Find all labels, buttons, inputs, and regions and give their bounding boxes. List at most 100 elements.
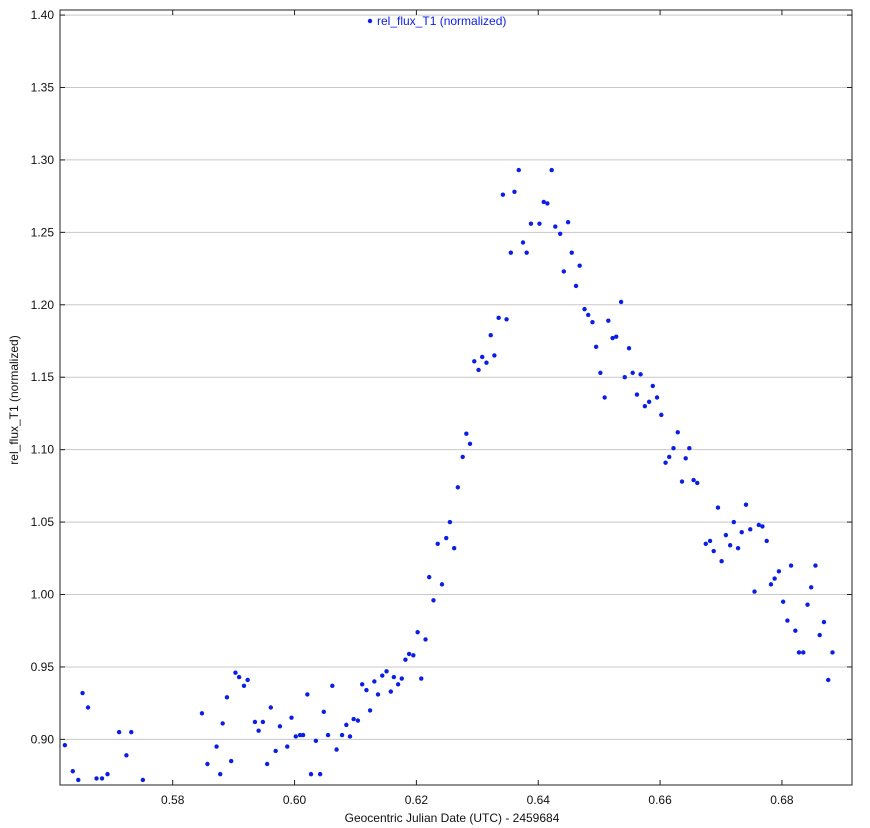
data-point — [508, 250, 514, 255]
data-point — [321, 709, 326, 715]
data-point — [313, 738, 319, 744]
data-point — [760, 524, 765, 529]
data-point — [614, 334, 619, 339]
y-tick-label: 1.40 — [31, 8, 55, 22]
data-point — [344, 722, 349, 728]
x-axis-ticks: 0.58 0.60 0.62 0.64 0.66 0.68 — [161, 10, 794, 807]
data-point — [218, 771, 223, 777]
data-point — [451, 545, 457, 551]
data-point — [268, 705, 273, 710]
legend-marker — [367, 18, 373, 24]
data-point — [663, 460, 668, 465]
data-point — [553, 224, 558, 229]
data-point — [460, 454, 465, 460]
data-point — [557, 231, 563, 237]
y-tick-label: 1.15 — [31, 370, 55, 384]
data-point — [205, 761, 210, 767]
data-point — [395, 682, 401, 687]
legend-label: rel_flux_T1 (normalized) — [377, 14, 506, 28]
data-point — [199, 711, 205, 716]
data-point — [496, 315, 501, 321]
data-point — [297, 732, 303, 738]
data-point — [479, 354, 485, 360]
data-point — [325, 732, 331, 738]
data-point — [573, 283, 579, 289]
data-point — [719, 558, 724, 564]
data-point — [116, 729, 122, 735]
data-point — [610, 335, 615, 341]
data-point — [691, 477, 696, 483]
data-point — [455, 485, 461, 490]
data-point — [233, 670, 238, 675]
data-point — [285, 744, 290, 749]
data-point — [252, 719, 258, 725]
data-point — [384, 669, 389, 674]
x-axis-title: Geocentric Julian Date (UTC) - 2459684 — [345, 811, 560, 825]
data-point — [606, 318, 611, 323]
data-point — [439, 582, 445, 587]
data-point — [308, 771, 314, 777]
data-point — [715, 505, 721, 510]
data-point — [549, 167, 554, 173]
data-point — [504, 317, 509, 322]
data-point — [236, 674, 242, 680]
data-point — [423, 637, 428, 642]
x-tick-label: 0.60 — [283, 793, 307, 807]
data-point — [654, 395, 660, 400]
data-point — [334, 747, 339, 752]
data-point — [743, 502, 749, 507]
data-point — [772, 576, 777, 581]
data-point — [785, 618, 790, 623]
data-point — [768, 582, 774, 587]
data-point — [406, 651, 412, 657]
data-point — [582, 306, 587, 312]
data-point — [793, 628, 798, 633]
data-point — [391, 674, 397, 680]
y-tick-label: 1.00 — [31, 588, 55, 602]
y-tick-label: 1.10 — [31, 443, 55, 457]
data-point — [289, 715, 294, 720]
data-point — [339, 732, 345, 738]
data-point — [590, 319, 595, 325]
data-point — [586, 312, 591, 318]
data-point — [62, 742, 68, 748]
data-point — [85, 705, 91, 710]
data-point — [756, 522, 761, 528]
data-point — [707, 538, 713, 544]
data-point — [671, 446, 676, 451]
data-point — [70, 769, 75, 774]
data-point — [618, 299, 624, 305]
data-point — [484, 360, 489, 365]
data-point — [801, 650, 806, 655]
data-point — [577, 263, 582, 268]
x-tick-label: 0.68 — [770, 793, 794, 807]
data-point — [711, 548, 716, 554]
data-point — [300, 732, 306, 738]
data-point — [476, 367, 481, 373]
data-point — [826, 677, 831, 683]
y-tick-label: 1.05 — [31, 515, 55, 529]
grid-lines — [60, 14, 852, 740]
data-point — [256, 728, 261, 733]
data-point — [748, 527, 753, 532]
data-point — [260, 719, 266, 725]
data-point — [488, 333, 493, 338]
data-point — [545, 201, 550, 206]
data-point — [739, 530, 744, 535]
data-point — [650, 383, 655, 389]
data-point — [512, 189, 517, 194]
legend: rel_flux_T1 (normalized) — [367, 14, 506, 28]
data-point — [659, 412, 664, 418]
data-point — [723, 532, 729, 538]
data-point — [220, 721, 225, 726]
data-point — [403, 657, 408, 662]
data-point — [492, 353, 497, 358]
data-point — [764, 538, 769, 544]
data-point — [415, 629, 420, 635]
data-point — [124, 753, 129, 758]
data-point — [129, 729, 134, 735]
data-point — [687, 446, 692, 451]
data-point — [293, 734, 298, 739]
data-point — [264, 761, 270, 767]
data-point — [626, 346, 632, 351]
